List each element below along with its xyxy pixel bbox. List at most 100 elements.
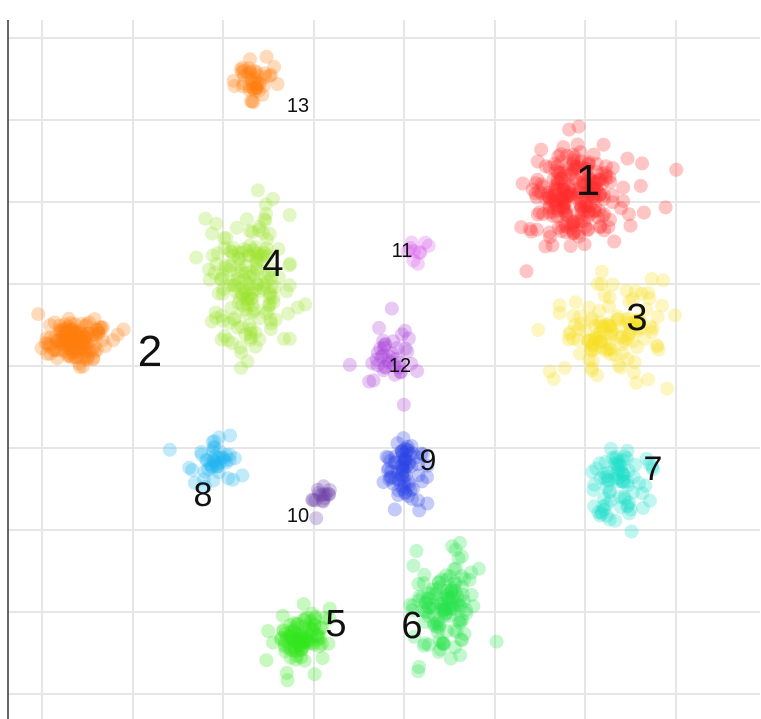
data-point-cluster-2 [58,328,72,343]
data-point-cluster-6 [471,561,486,576]
data-point-cluster-8 [198,479,212,494]
data-point-cluster-1 [572,181,587,196]
data-point-cluster-2 [68,328,83,343]
data-point-cluster-13 [258,70,273,84]
data-point-cluster-2 [51,334,66,349]
data-point-cluster-1 [545,193,560,208]
data-point-cluster-4 [218,260,233,275]
data-point-cluster-6 [452,535,467,550]
data-point-cluster-4 [198,211,213,226]
data-point-cluster-1 [589,165,604,179]
data-point-cluster-7 [610,470,625,485]
data-point-cluster-3 [588,341,603,356]
data-point-cluster-2 [90,323,105,338]
data-point-cluster-3 [603,342,618,357]
data-point-cluster-4 [227,278,242,293]
data-point-cluster-9 [398,486,413,501]
data-point-cluster-4 [256,281,271,296]
data-point-cluster-6 [448,542,463,557]
data-point-cluster-3 [633,320,648,335]
data-point-cluster-2 [80,337,95,352]
data-point-cluster-1 [605,161,620,176]
data-point-cluster-13 [237,68,252,83]
data-point-cluster-2 [64,327,79,342]
data-point-cluster-9 [396,475,411,490]
data-point-cluster-4 [257,211,272,226]
data-point-cluster-1 [542,205,557,220]
data-point-cluster-2 [91,325,106,340]
data-point-cluster-8 [196,472,211,487]
data-point-cluster-13 [243,64,257,79]
data-point-cluster-2 [52,337,67,352]
data-point-cluster-1 [588,191,603,206]
data-point-cluster-2 [61,319,76,334]
data-point-cluster-12 [397,323,412,338]
data-point-cluster-1 [566,226,581,241]
data-point-cluster-5 [286,623,301,638]
data-point-cluster-2 [60,323,75,338]
data-point-cluster-8 [210,459,225,474]
data-point-cluster-5 [290,649,305,664]
data-point-cluster-2 [64,328,79,343]
data-point-cluster-5 [284,643,299,657]
data-point-cluster-2 [75,359,90,374]
data-point-cluster-9 [396,470,411,485]
data-point-cluster-1 [550,182,565,197]
data-point-cluster-6 [418,614,432,629]
data-point-cluster-6 [441,591,456,606]
data-point-cluster-1 [566,156,581,170]
data-point-cluster-6 [438,608,453,623]
data-point-cluster-1 [579,196,594,211]
data-point-cluster-1 [583,207,598,221]
data-point-cluster-12 [393,364,408,379]
data-point-cluster-1 [577,214,592,228]
data-point-cluster-13 [257,66,272,81]
data-point-cluster-12 [369,352,384,367]
data-point-cluster-4 [238,302,253,317]
data-point-cluster-3 [592,326,607,341]
data-point-cluster-6 [438,586,453,601]
data-point-cluster-3 [582,333,597,348]
data-point-cluster-13 [250,68,265,83]
data-point-cluster-9 [401,475,416,490]
data-point-cluster-4 [246,268,261,283]
data-point-cluster-2 [64,335,78,349]
data-point-cluster-2 [72,359,87,374]
data-point-cluster-1 [581,155,596,170]
data-point-cluster-5 [306,637,321,652]
data-point-cluster-1 [616,180,631,195]
data-point-cluster-3 [584,344,599,359]
data-point-cluster-6 [420,591,435,606]
data-point-cluster-12 [401,331,416,346]
data-point-cluster-4 [242,248,257,263]
data-point-cluster-6 [446,601,461,616]
data-point-cluster-4 [252,284,267,298]
data-point-cluster-2 [62,335,76,350]
data-point-cluster-7 [625,485,640,500]
data-point-cluster-12 [377,337,392,352]
data-point-cluster-4 [282,331,297,346]
data-point-cluster-3 [610,309,625,324]
data-point-cluster-1 [556,182,571,197]
data-point-cluster-1 [605,188,620,203]
data-point-cluster-4 [232,251,247,266]
data-point-cluster-8 [206,440,221,455]
data-point-cluster-6 [417,567,432,582]
data-point-cluster-3 [584,361,599,376]
data-point-cluster-4 [233,340,248,355]
data-point-cluster-2 [76,336,91,351]
data-point-cluster-7 [602,512,617,527]
data-point-cluster-10 [322,483,337,498]
data-point-cluster-3 [602,336,617,351]
data-point-cluster-2 [61,336,76,350]
data-point-cluster-13 [241,66,256,81]
data-point-cluster-2 [82,330,97,344]
data-point-cluster-7 [617,491,632,506]
data-point-cluster-9 [397,464,412,479]
data-point-cluster-2 [64,350,79,365]
data-point-cluster-1 [592,203,607,218]
data-point-cluster-4 [252,332,267,347]
data-point-cluster-9 [397,452,412,467]
data-point-cluster-1 [560,162,575,176]
data-point-cluster-6 [459,603,474,617]
